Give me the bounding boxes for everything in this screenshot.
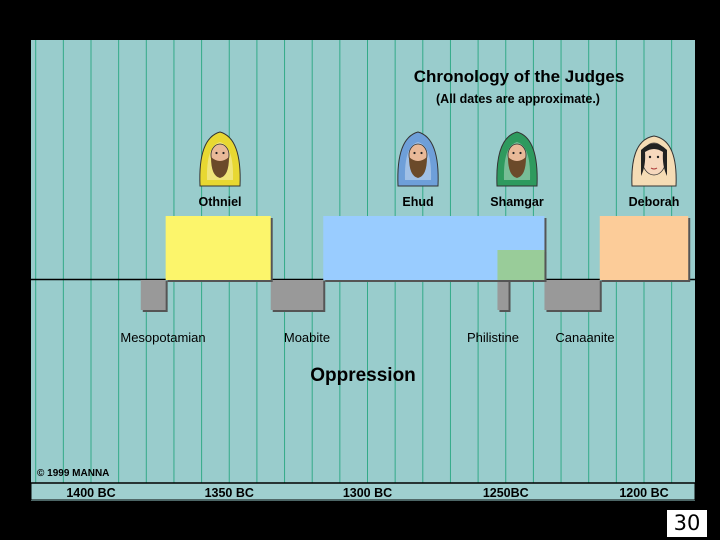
judge-label-deborah: Deborah — [629, 195, 680, 209]
judge-label-othniel: Othniel — [198, 195, 241, 209]
timeline-tick-label: 1200 BC — [619, 486, 668, 500]
timeline-tick-label: 1350 BC — [205, 486, 254, 500]
oppression-bar-moabite — [270, 280, 324, 310]
timeline-tick-label: 1300 BC — [343, 486, 392, 500]
chart-title: Chronology of the Judges — [414, 67, 625, 86]
judge-ehud-icon — [397, 131, 439, 187]
judge-bar-shamgar — [497, 250, 545, 280]
oppression-label-mesopotamian: Mesopotamian — [120, 330, 205, 345]
oppression-label-philistine: Philistine — [467, 330, 519, 345]
timeline-tick-label: 1250BC — [483, 486, 529, 500]
judge-othniel-icon — [199, 131, 241, 187]
judge-label-ehud: Ehud — [402, 195, 433, 209]
oppression-bar-canaanite — [544, 280, 600, 310]
bars — [140, 216, 691, 312]
judge-deborah-icon — [631, 135, 677, 187]
oppression-bar-philistine — [497, 280, 509, 310]
judge-figures — [199, 131, 677, 187]
timeline-tick-labels: 1400 BC 1350 BC 1300 BC 1250BC 1200 BC — [66, 486, 668, 500]
oppression-label-moabite: Moabite — [284, 330, 330, 345]
oppression-heading: Oppression — [310, 365, 416, 386]
copyright-notice: © 1999 MANNA — [37, 468, 109, 479]
timeline-tick-label: 1400 BC — [66, 486, 115, 500]
slide-number: 30 — [666, 509, 708, 538]
oppression-label-canaanite: Canaanite — [555, 330, 614, 345]
chart-subtitle: (All dates are approximate.) — [436, 92, 600, 106]
judge-shamgar-icon — [496, 131, 538, 187]
oppression-bar-mesopotamian — [140, 280, 166, 310]
judge-bar-deborah — [599, 216, 689, 280]
oppression-labels: Mesopotamian Moabite Philistine Canaanite — [120, 330, 614, 345]
judge-bar-othniel — [165, 216, 271, 280]
judge-label-shamgar: Shamgar — [490, 195, 544, 209]
judge-labels: Othniel Ehud Shamgar Deborah — [198, 195, 679, 209]
